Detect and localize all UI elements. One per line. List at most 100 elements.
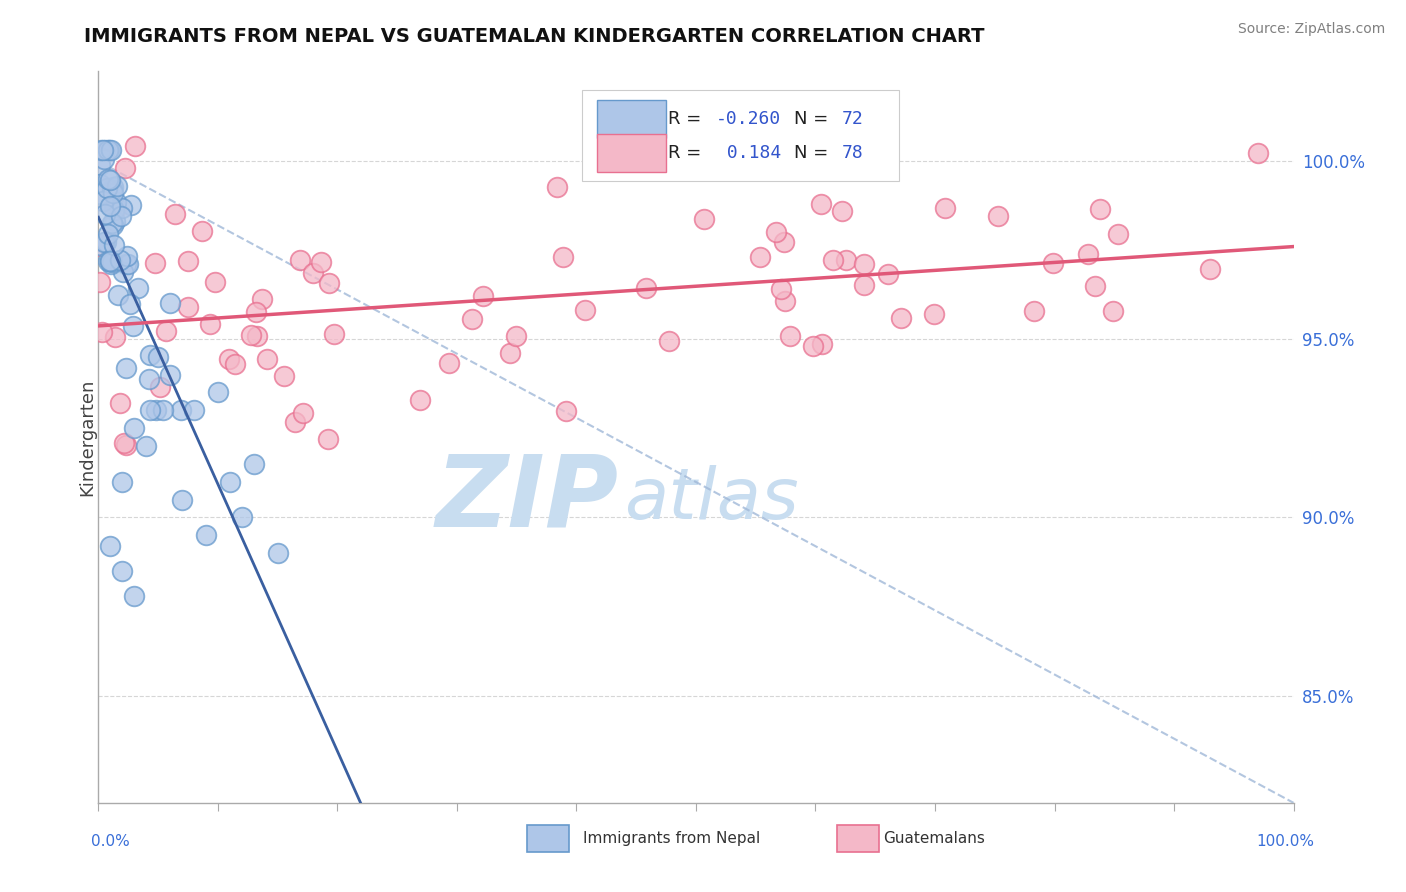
Text: Guatemalans: Guatemalans <box>883 831 984 846</box>
Point <box>120 198 142 212</box>
Point <box>115 438 138 452</box>
Point <box>245 305 267 319</box>
Text: 72: 72 <box>842 110 863 128</box>
Point <box>117 257 139 271</box>
Text: N =: N = <box>794 110 828 128</box>
Point <box>499 345 522 359</box>
Point <box>90 239 112 253</box>
Point <box>111 265 134 279</box>
Point <box>831 204 853 219</box>
Point <box>163 207 186 221</box>
Point <box>765 225 787 239</box>
Point <box>934 202 956 216</box>
Point <box>821 252 844 267</box>
Point <box>775 293 797 308</box>
Point <box>124 421 146 435</box>
Point <box>810 196 832 211</box>
Point <box>110 209 132 223</box>
Point <box>273 369 295 384</box>
Point <box>309 254 332 268</box>
Point <box>437 356 460 370</box>
Point <box>114 161 136 175</box>
Point <box>1247 146 1270 161</box>
Point <box>772 235 794 249</box>
Text: 78: 78 <box>842 144 863 161</box>
Text: Immigrants from Nepal: Immigrants from Nepal <box>583 831 761 846</box>
Point <box>323 327 346 342</box>
Point <box>103 202 125 217</box>
Point <box>124 139 146 153</box>
Point <box>105 201 128 215</box>
Point <box>100 254 122 268</box>
Point <box>108 253 131 268</box>
Point <box>111 564 134 578</box>
Point <box>692 211 714 226</box>
Point <box>472 289 495 303</box>
Point <box>117 249 139 263</box>
Point <box>172 492 194 507</box>
Point <box>1084 279 1107 293</box>
Point <box>89 186 111 201</box>
Point <box>108 395 131 409</box>
Point <box>256 351 278 366</box>
Point <box>243 457 266 471</box>
Point <box>224 357 246 371</box>
Point <box>288 253 311 268</box>
Point <box>555 404 578 418</box>
Point <box>749 250 772 264</box>
Point <box>183 403 205 417</box>
Point <box>1102 304 1125 318</box>
Point <box>94 235 117 250</box>
Point <box>98 199 121 213</box>
Point <box>159 368 181 382</box>
Point <box>93 235 115 249</box>
Point <box>89 237 111 252</box>
Point <box>204 275 226 289</box>
Point <box>93 152 115 166</box>
Point <box>769 282 792 296</box>
Point <box>922 307 945 321</box>
Point <box>1090 202 1112 216</box>
Point <box>100 256 122 270</box>
Point <box>103 219 125 233</box>
Point <box>101 216 124 230</box>
Point <box>122 318 145 333</box>
FancyBboxPatch shape <box>582 90 900 181</box>
Point <box>876 267 898 281</box>
Point <box>97 143 120 157</box>
Point <box>114 361 136 376</box>
Point <box>100 143 122 157</box>
Point <box>139 348 162 362</box>
Text: ZIP: ZIP <box>436 450 619 548</box>
Point <box>239 328 262 343</box>
Point <box>191 224 214 238</box>
Point <box>159 296 181 310</box>
Point <box>111 202 134 216</box>
Point <box>104 330 127 344</box>
Point <box>218 351 240 366</box>
Point <box>658 334 681 348</box>
Point <box>207 385 229 400</box>
Point <box>127 281 149 295</box>
Point <box>890 311 912 326</box>
Point <box>100 255 122 269</box>
Point <box>115 257 138 271</box>
Point <box>302 266 325 280</box>
Point <box>505 329 527 343</box>
Point <box>101 186 124 200</box>
Point <box>103 179 125 194</box>
Point <box>811 337 834 351</box>
Point <box>460 311 482 326</box>
Text: atlas: atlas <box>624 465 799 533</box>
Point <box>124 589 146 603</box>
Point <box>105 178 128 193</box>
Point <box>853 257 876 271</box>
Point <box>89 276 111 290</box>
Point <box>97 253 120 268</box>
Point <box>101 183 124 197</box>
Point <box>94 143 117 157</box>
Text: -0.260: -0.260 <box>716 110 782 128</box>
Point <box>250 292 273 306</box>
Point <box>97 172 120 186</box>
Text: Source: ZipAtlas.com: Source: ZipAtlas.com <box>1237 22 1385 37</box>
